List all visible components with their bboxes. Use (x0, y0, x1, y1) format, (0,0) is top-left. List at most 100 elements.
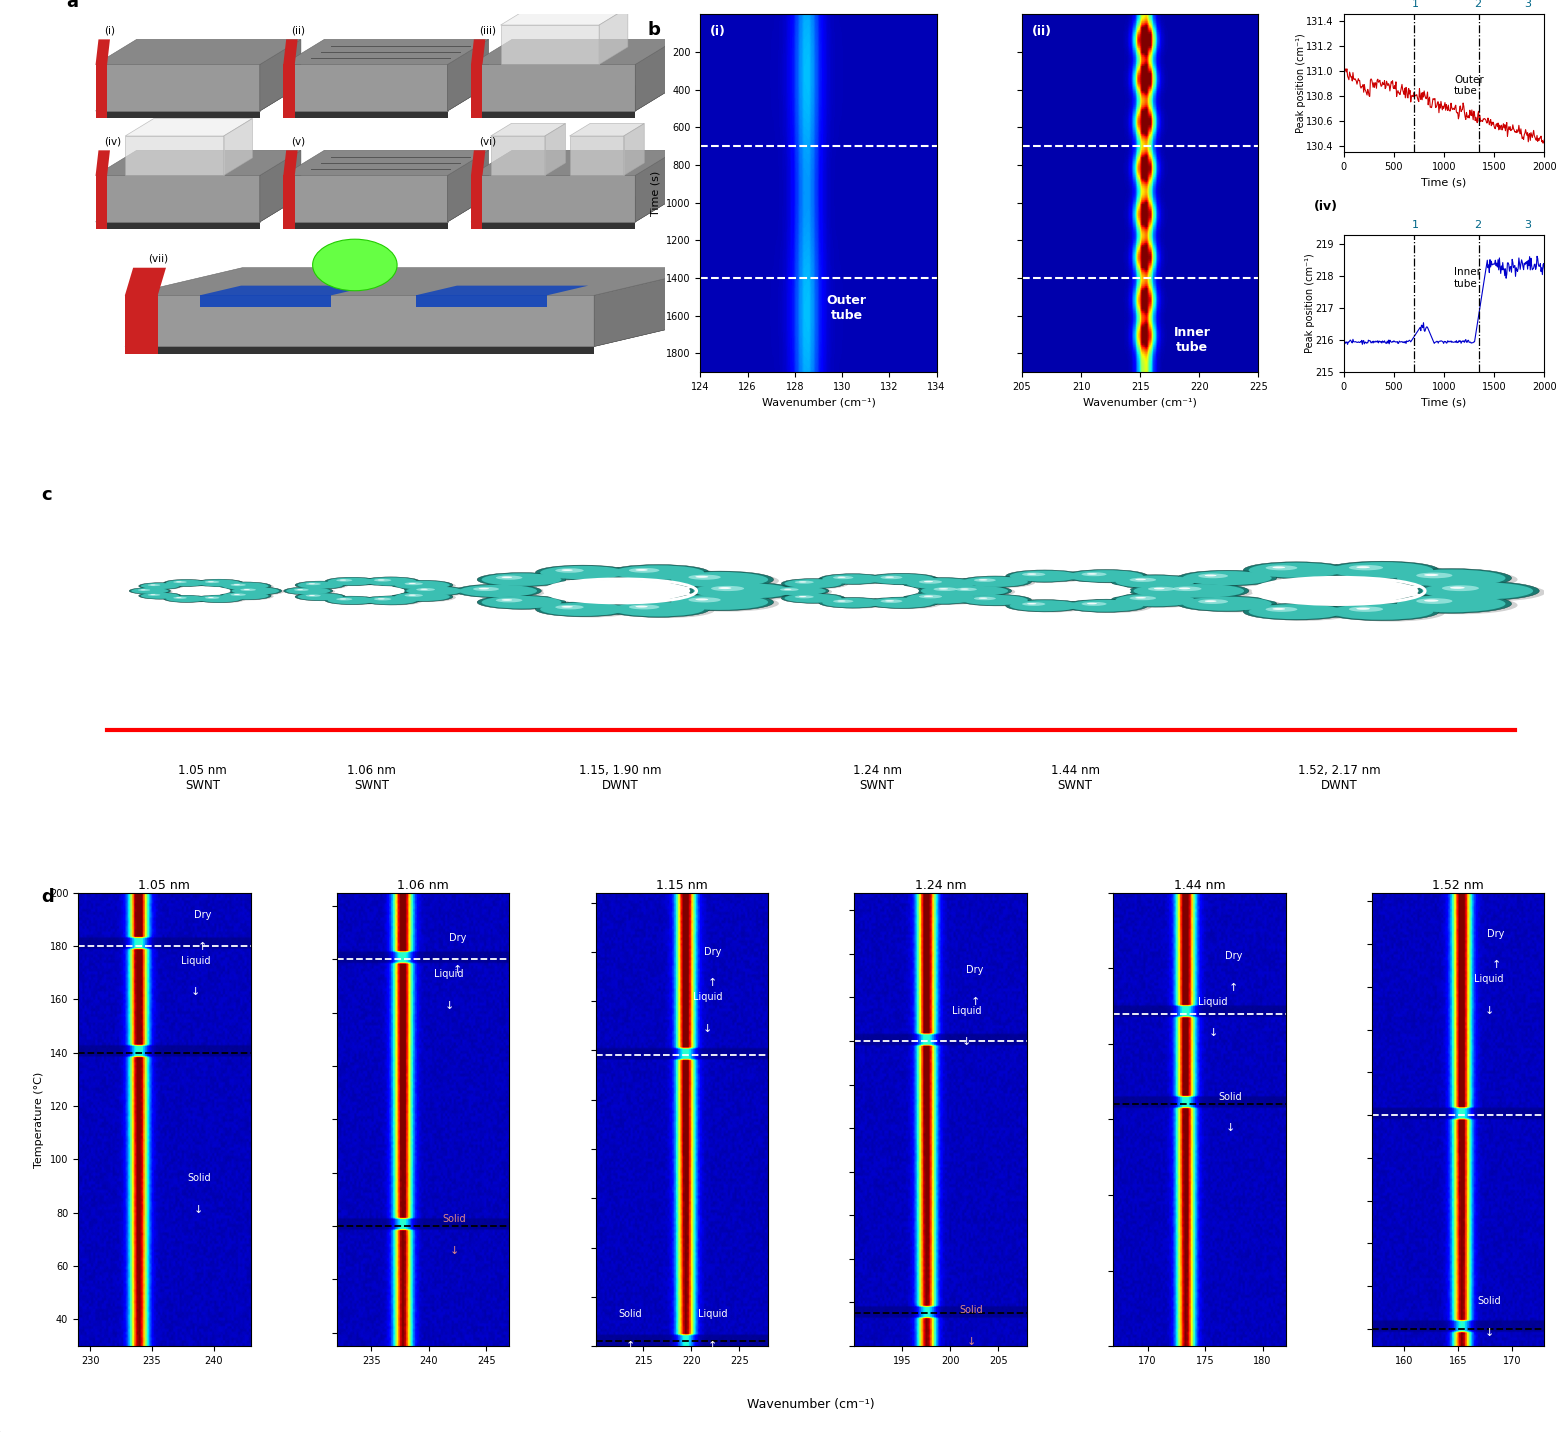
Circle shape (1248, 604, 1343, 619)
Circle shape (540, 603, 626, 616)
Circle shape (618, 603, 714, 619)
Text: 1.05 nm
SWNT: 1.05 nm SWNT (178, 765, 228, 792)
Circle shape (956, 587, 977, 591)
Polygon shape (471, 150, 677, 175)
Polygon shape (417, 285, 588, 295)
Polygon shape (284, 86, 488, 110)
Text: 3: 3 (1524, 0, 1532, 10)
Text: ↓: ↓ (967, 1336, 977, 1346)
Circle shape (131, 589, 168, 594)
Circle shape (903, 577, 980, 590)
Circle shape (1115, 576, 1195, 589)
Circle shape (1072, 571, 1151, 583)
Polygon shape (284, 39, 298, 64)
Circle shape (477, 596, 566, 609)
Polygon shape (125, 268, 165, 295)
Circle shape (139, 583, 181, 590)
Text: ↑: ↑ (1229, 982, 1239, 992)
Circle shape (666, 571, 774, 589)
Circle shape (459, 584, 537, 597)
Title: 1.05 nm: 1.05 nm (139, 879, 190, 892)
Polygon shape (284, 175, 295, 229)
Circle shape (880, 600, 902, 603)
Circle shape (771, 587, 825, 596)
Text: Dry: Dry (193, 911, 211, 921)
Circle shape (229, 587, 282, 596)
Circle shape (1187, 571, 1282, 587)
Y-axis label: Temperature (°C): Temperature (°C) (34, 1071, 44, 1167)
Polygon shape (544, 123, 565, 175)
Circle shape (487, 574, 571, 587)
Circle shape (374, 597, 392, 600)
Circle shape (939, 589, 948, 590)
Text: Dry: Dry (704, 947, 722, 957)
Circle shape (144, 583, 183, 590)
Circle shape (782, 593, 846, 603)
Circle shape (231, 593, 246, 596)
Circle shape (1254, 604, 1354, 621)
Polygon shape (95, 150, 109, 175)
Circle shape (1162, 584, 1254, 600)
Text: 1.15, 1.90 nm
DWNT: 1.15, 1.90 nm DWNT (579, 765, 661, 792)
Circle shape (551, 580, 690, 601)
Circle shape (911, 579, 984, 590)
Circle shape (774, 587, 831, 596)
Circle shape (1259, 579, 1418, 603)
Circle shape (535, 566, 630, 580)
Text: ↑: ↑ (198, 942, 207, 952)
Circle shape (395, 593, 449, 601)
Polygon shape (471, 110, 635, 117)
Polygon shape (125, 319, 711, 347)
Circle shape (417, 589, 435, 591)
Polygon shape (95, 150, 301, 175)
Circle shape (785, 594, 842, 603)
Circle shape (635, 606, 647, 607)
Text: Dry: Dry (449, 934, 466, 944)
Polygon shape (125, 295, 158, 354)
Circle shape (959, 594, 1031, 606)
Polygon shape (471, 64, 635, 110)
Circle shape (204, 581, 220, 583)
Polygon shape (95, 86, 301, 110)
Polygon shape (284, 196, 488, 222)
Polygon shape (284, 175, 448, 222)
Text: ↓: ↓ (449, 1246, 459, 1256)
Polygon shape (284, 222, 448, 229)
Circle shape (362, 577, 420, 586)
Circle shape (666, 594, 774, 610)
Circle shape (780, 589, 799, 591)
Circle shape (562, 570, 573, 571)
Text: 1.44 nm
SWNT: 1.44 nm SWNT (1050, 765, 1100, 792)
Circle shape (1026, 573, 1036, 574)
Circle shape (788, 594, 849, 604)
Circle shape (331, 597, 381, 604)
Circle shape (1182, 571, 1271, 586)
Circle shape (395, 581, 449, 590)
Circle shape (919, 580, 942, 584)
Polygon shape (125, 136, 223, 175)
Circle shape (1402, 570, 1518, 589)
Circle shape (204, 597, 220, 599)
Circle shape (1087, 573, 1097, 574)
Circle shape (1273, 567, 1285, 569)
Polygon shape (95, 64, 108, 117)
Circle shape (1153, 583, 1250, 599)
Circle shape (1081, 601, 1106, 606)
Circle shape (933, 587, 958, 591)
Text: Outer
tube: Outer tube (827, 294, 867, 322)
Circle shape (456, 584, 541, 597)
Circle shape (963, 577, 1028, 587)
Circle shape (607, 601, 710, 617)
Circle shape (300, 594, 348, 601)
Circle shape (324, 596, 379, 604)
Circle shape (1111, 574, 1200, 589)
Circle shape (463, 586, 546, 599)
Circle shape (925, 586, 1000, 597)
Circle shape (973, 597, 995, 600)
Circle shape (1154, 587, 1165, 590)
Text: ↑: ↑ (1491, 961, 1501, 971)
Text: Liquid: Liquid (1474, 974, 1504, 984)
Circle shape (924, 596, 933, 597)
Text: (iv): (iv) (105, 136, 122, 146)
Circle shape (833, 600, 853, 603)
